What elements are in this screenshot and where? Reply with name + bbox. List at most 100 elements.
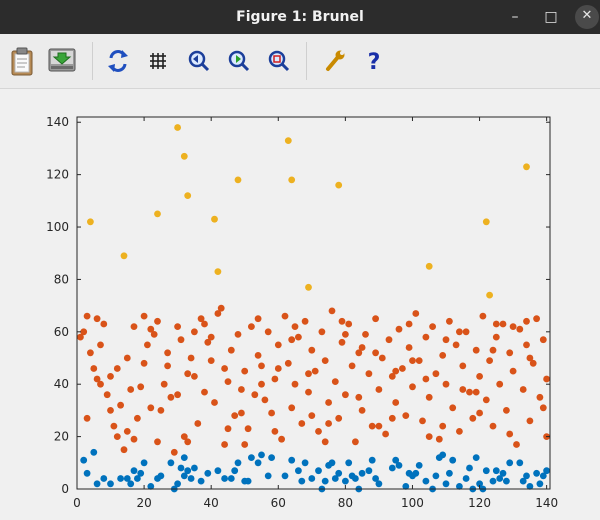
data-point — [150, 331, 158, 338]
data-point — [187, 354, 195, 362]
data-point — [412, 469, 420, 477]
data-point — [342, 331, 349, 338]
data-point — [234, 459, 242, 467]
window-title: Figure 1: Brunel — [236, 9, 364, 25]
x-tick-label: 80 — [338, 496, 353, 510]
data-point — [77, 333, 84, 341]
data-point — [248, 454, 255, 461]
data-point — [83, 469, 91, 477]
data-point — [274, 365, 282, 372]
data-point — [422, 333, 430, 341]
data-point — [291, 323, 299, 330]
data-point — [523, 163, 530, 171]
data-point — [492, 320, 500, 328]
data-point — [539, 404, 547, 412]
data-point — [365, 467, 373, 475]
data-point — [395, 325, 403, 333]
data-point — [456, 328, 463, 336]
data-point — [526, 354, 534, 362]
data-point — [492, 333, 500, 341]
data-point — [130, 323, 138, 330]
data-point — [305, 283, 312, 291]
data-point — [231, 412, 239, 419]
data-point — [90, 365, 98, 372]
x-tick-label: 60 — [271, 496, 286, 510]
data-point — [446, 469, 453, 477]
data-point — [254, 315, 262, 323]
data-point — [439, 422, 447, 430]
data-point — [325, 420, 332, 427]
data-point — [378, 354, 386, 362]
data-point — [231, 467, 239, 475]
data-point — [308, 475, 316, 482]
data-point — [107, 373, 114, 380]
data-point — [180, 454, 188, 461]
data-point — [154, 317, 161, 325]
data-point — [526, 417, 534, 425]
data-point — [301, 317, 309, 325]
wrench-icon[interactable] — [320, 45, 348, 77]
maximize-button[interactable]: □ — [544, 9, 558, 25]
data-point — [533, 315, 540, 323]
y-tick-label: 120 — [46, 168, 69, 182]
data-point — [298, 477, 306, 485]
data-point — [204, 469, 212, 477]
data-point — [375, 386, 383, 393]
data-point — [523, 317, 530, 325]
data-point — [281, 472, 289, 480]
data-point — [358, 344, 366, 351]
zoom-out-icon[interactable] — [224, 45, 252, 77]
grid-icon[interactable] — [144, 45, 172, 77]
autoscale-icon[interactable] — [264, 45, 292, 77]
data-point — [429, 323, 436, 330]
data-point — [197, 477, 205, 485]
x-tick-label: 0 — [73, 496, 81, 510]
x-tick-label: 40 — [204, 496, 219, 510]
data-point — [499, 469, 507, 477]
x-tick-label: 140 — [535, 496, 558, 510]
data-point — [489, 477, 497, 485]
y-tick-label: 80 — [54, 272, 69, 286]
save-icon[interactable] — [46, 45, 78, 77]
data-point — [352, 475, 359, 482]
x-tick-label: 120 — [468, 496, 491, 510]
data-point — [264, 328, 272, 336]
data-point — [419, 417, 426, 425]
data-point — [298, 420, 306, 427]
data-point — [536, 480, 544, 488]
data-point — [482, 467, 490, 475]
data-point — [207, 333, 215, 341]
help-icon[interactable]: ? — [360, 45, 388, 77]
data-point — [456, 428, 463, 435]
data-point — [137, 383, 145, 391]
data-point — [439, 352, 447, 359]
data-point — [97, 341, 104, 349]
data-point — [462, 328, 470, 336]
plot-frame — [76, 116, 551, 490]
data-point — [328, 459, 336, 467]
data-point — [271, 428, 279, 435]
data-point — [241, 367, 249, 375]
data-point — [120, 252, 128, 260]
data-point — [392, 367, 400, 375]
refresh-icon[interactable] — [104, 45, 132, 77]
data-point — [446, 317, 453, 325]
data-point — [318, 328, 326, 336]
close-button[interactable]: ✕ — [575, 5, 599, 29]
data-point — [123, 428, 131, 435]
zoom-in-icon[interactable] — [184, 45, 212, 77]
data-point — [301, 459, 309, 467]
data-point — [174, 391, 182, 399]
data-point — [100, 320, 108, 328]
data-point — [238, 386, 245, 393]
clipboard-icon[interactable] — [7, 45, 37, 77]
data-point — [140, 312, 148, 320]
data-point — [348, 362, 356, 370]
data-point — [536, 393, 544, 401]
data-point — [211, 399, 218, 406]
data-point — [412, 310, 420, 317]
data-point — [258, 362, 265, 370]
data-point — [492, 467, 500, 475]
data-point — [288, 404, 296, 412]
minimize-button[interactable]: – — [511, 9, 519, 25]
